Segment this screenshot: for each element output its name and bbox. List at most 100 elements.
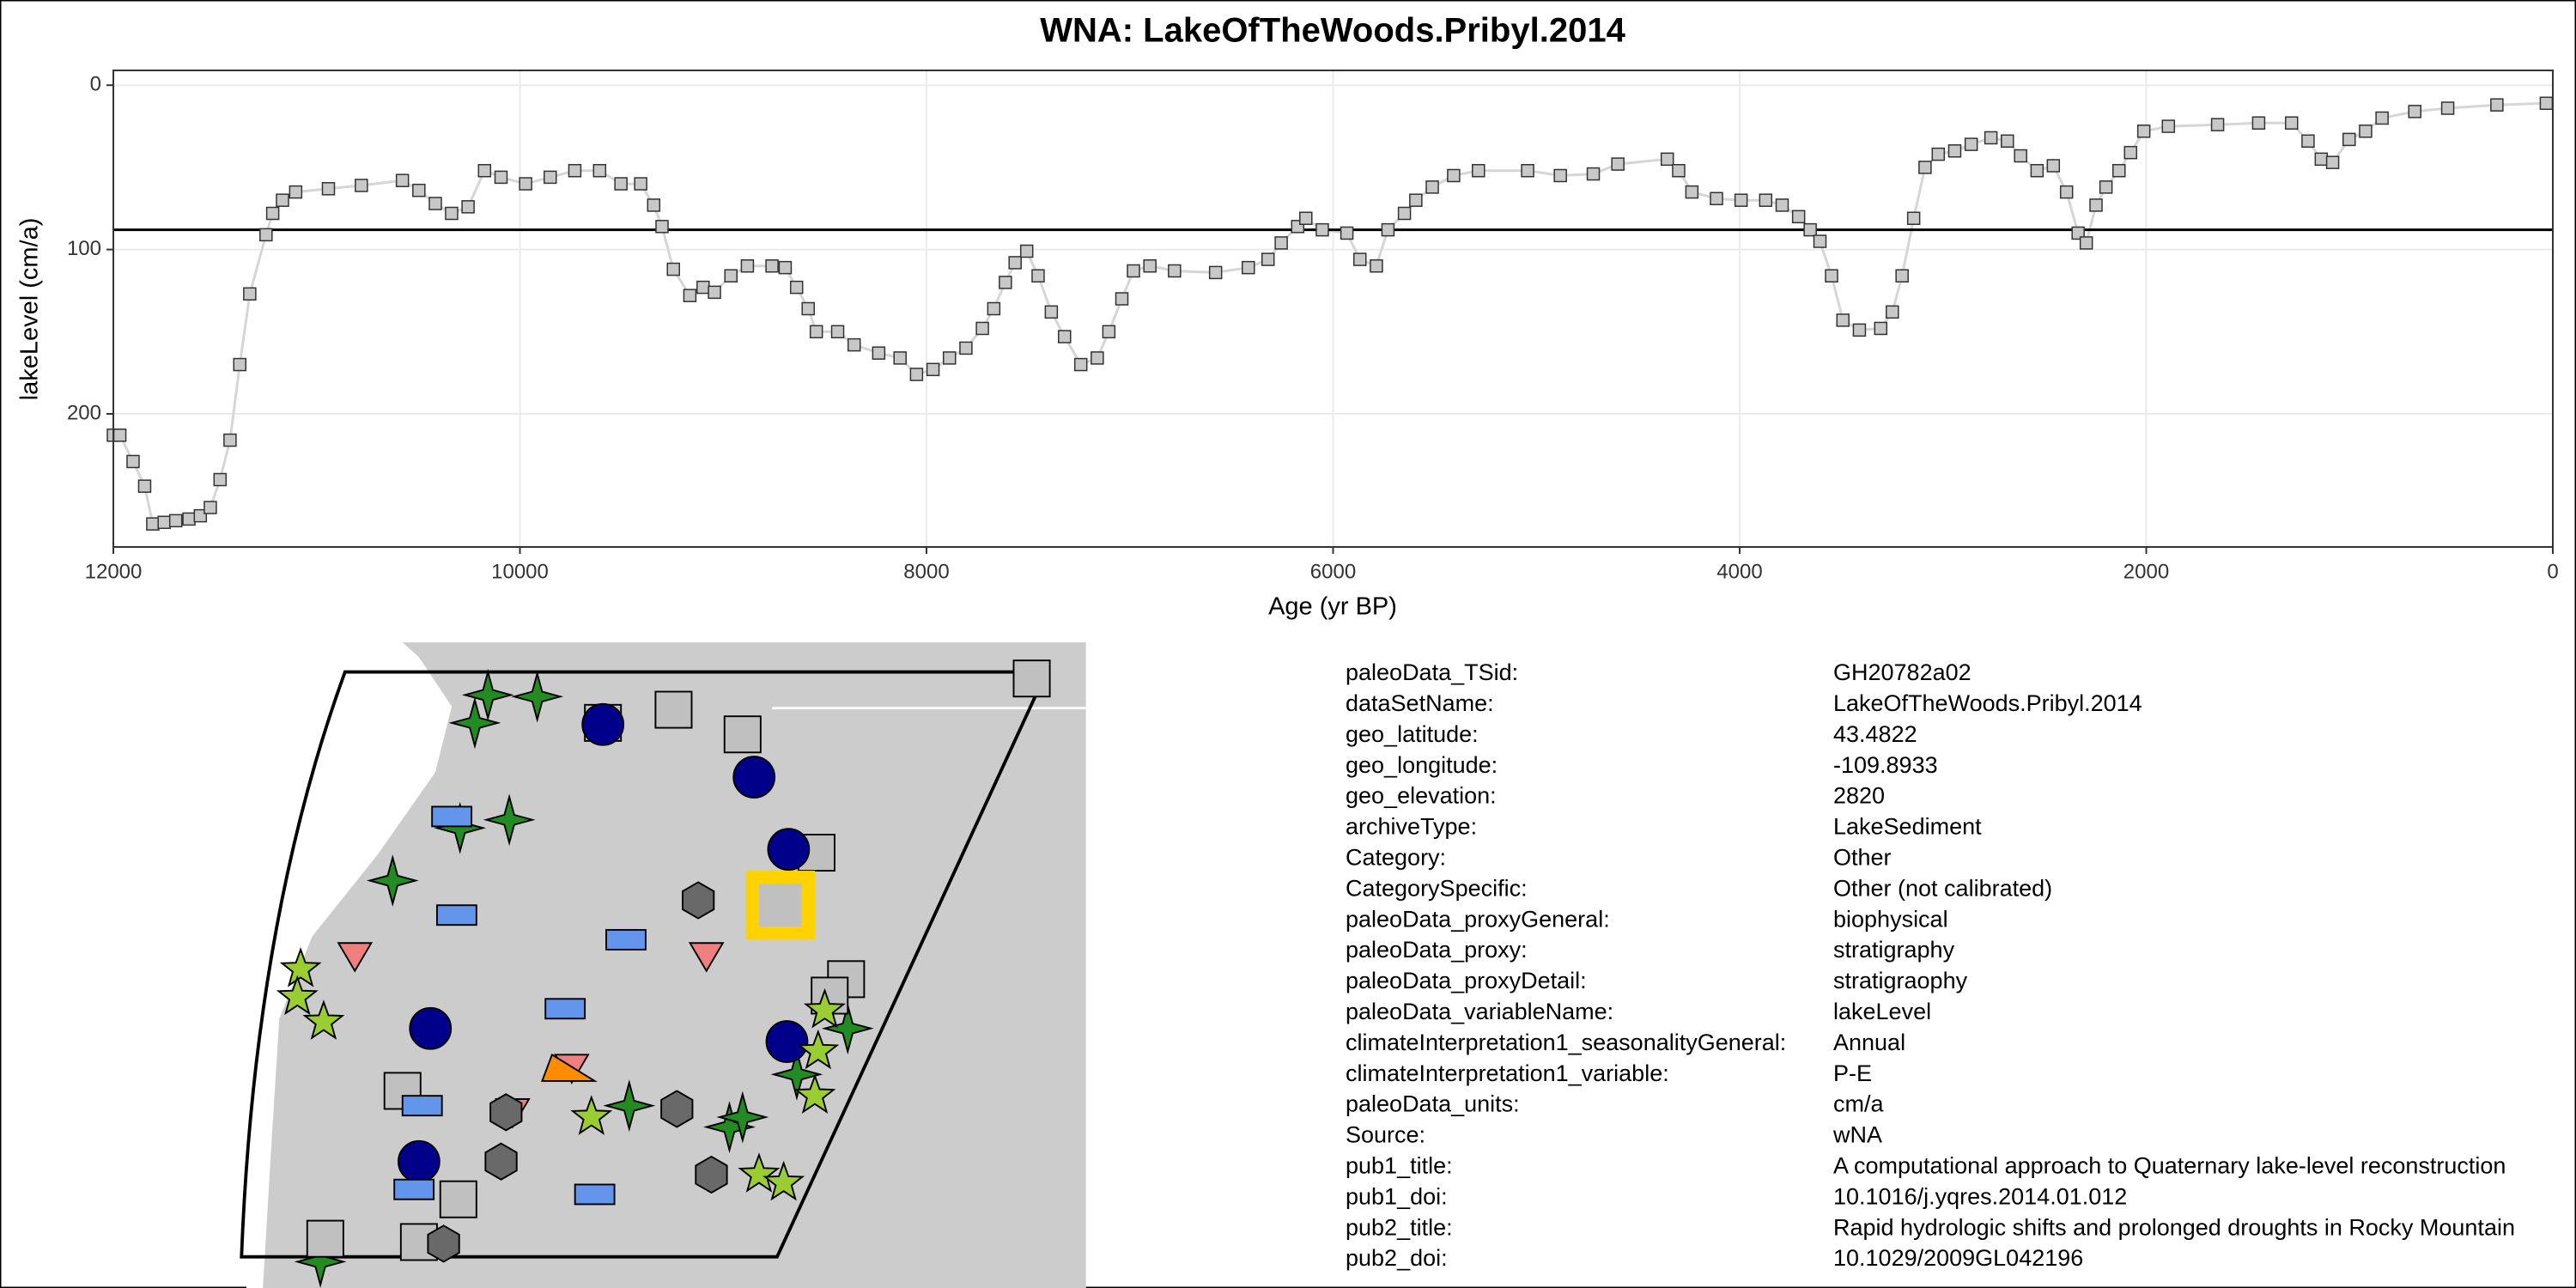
- y-tick-label: 200: [67, 401, 101, 424]
- data-point: [428, 197, 442, 210]
- data-point: [1115, 292, 1129, 306]
- site-marker: [660, 1090, 694, 1128]
- data-point: [1261, 252, 1275, 266]
- metadata-value: Annual: [1833, 1030, 1905, 1055]
- data-point: [519, 177, 532, 191]
- data-point: [1874, 321, 1888, 336]
- data-point: [1340, 226, 1354, 240]
- data-point: [1964, 137, 1978, 151]
- data-point: [2123, 145, 2138, 160]
- data-point: [1759, 193, 1773, 207]
- data-point: [213, 472, 228, 487]
- data-point: [1091, 351, 1104, 365]
- metadata-key: archiveType:: [1346, 814, 1477, 840]
- site-map: [240, 642, 1086, 1288]
- site-marker: [439, 1180, 477, 1218]
- metadata-key: geo_latitude:: [1346, 721, 1479, 747]
- metadata-value: stratigraophy: [1833, 968, 1968, 993]
- map-land: [263, 642, 1086, 1288]
- metadata-key: paleoData_TSid:: [1346, 659, 1518, 685]
- x-tick-label: 8000: [903, 560, 949, 583]
- data-point: [1370, 258, 1383, 273]
- x-tick-label: 12000: [85, 560, 143, 583]
- metadata-value: -109.8933: [1833, 752, 1938, 778]
- data-point: [830, 325, 845, 339]
- site-marker: [427, 1224, 460, 1263]
- data-point: [2161, 119, 2176, 133]
- metadata-key: Source:: [1346, 1122, 1425, 1148]
- site-marker: [765, 1020, 809, 1063]
- plot-border: [112, 70, 2554, 548]
- data-point: [2539, 96, 2554, 111]
- data-point: [494, 170, 508, 185]
- data-point: [959, 341, 973, 355]
- data-point: [1019, 244, 1034, 258]
- data-point: [1274, 236, 1288, 250]
- data-point: [1397, 206, 1412, 221]
- y-tick-label: 100: [67, 237, 101, 260]
- data-point: [2112, 163, 2126, 178]
- data-point: [2375, 111, 2389, 125]
- metadata-key: paleoData_proxy:: [1346, 937, 1528, 963]
- data-point: [2251, 116, 2266, 130]
- data-point: [987, 301, 1001, 316]
- metadata-value: 2820: [1833, 783, 1885, 809]
- metadata-table: paleoData_TSid: GH20782a02 dataSetName: Lak…: [1346, 659, 2515, 1271]
- data-point: [182, 512, 196, 526]
- site-marker: [306, 1219, 344, 1258]
- data-point: [765, 258, 779, 273]
- data-point: [666, 262, 680, 276]
- data-point: [1299, 211, 1313, 225]
- data-point: [2059, 185, 2074, 199]
- data-point: [2490, 98, 2504, 112]
- site-marker: [431, 805, 473, 828]
- site-marker: [654, 690, 693, 729]
- data-point: [1895, 269, 1909, 283]
- metadata-value: Other (not calibrated): [1833, 875, 2052, 901]
- metadata-key: climateInterpretation1_seasonalityGenera…: [1346, 1030, 1786, 1055]
- data-point: [2001, 134, 2014, 149]
- data-point: [634, 177, 647, 191]
- site-marker: [435, 904, 477, 927]
- data-point: [1918, 161, 1932, 174]
- site-marker: [544, 998, 586, 1020]
- data-point: [204, 501, 217, 514]
- data-point: [1553, 168, 1567, 183]
- data-point: [1447, 168, 1461, 183]
- metadata-value: 10.1029/2009GL042196: [1833, 1245, 2083, 1271]
- data-point: [445, 206, 459, 221]
- site-marker: [732, 756, 776, 799]
- data-point: [778, 260, 793, 275]
- metadata-value: biophysical: [1833, 906, 1948, 932]
- data-point: [461, 200, 475, 214]
- data-point: [395, 173, 410, 187]
- data-point: [1031, 269, 1045, 283]
- site-marker: [767, 828, 811, 872]
- data-point: [259, 228, 273, 242]
- metadata-key: paleoData_proxyDetail:: [1346, 968, 1587, 993]
- data-point: [789, 280, 804, 295]
- metadata-key: paleoData_proxyGeneral:: [1346, 906, 1610, 932]
- data-point: [223, 433, 237, 447]
- data-point: [1836, 313, 1850, 327]
- y-tick-label: 0: [90, 73, 101, 96]
- metadata-key: pub1_title:: [1346, 1153, 1453, 1179]
- data-point: [724, 269, 738, 283]
- metadata-value: LakeSediment: [1833, 814, 1982, 840]
- data-point: [1381, 222, 1395, 237]
- metadata-key: CategorySpecific:: [1346, 875, 1528, 901]
- data-point: [477, 163, 492, 178]
- metadata-value: Rapid hydrologic shifts and prolonged dr…: [1833, 1214, 2515, 1240]
- metadata-value: GH20782a02: [1833, 659, 1971, 685]
- data-point: [2359, 125, 2372, 138]
- data-point: [2440, 101, 2455, 115]
- data-point: [126, 454, 140, 469]
- data-point: [696, 280, 710, 295]
- map-region: [240, 670, 1049, 1259]
- metadata-value: P-E: [1833, 1060, 1872, 1086]
- data-point: [1660, 152, 1674, 167]
- metadata-value: A computational approach to Quaternary l…: [1833, 1153, 2506, 1179]
- data-point: [926, 362, 940, 377]
